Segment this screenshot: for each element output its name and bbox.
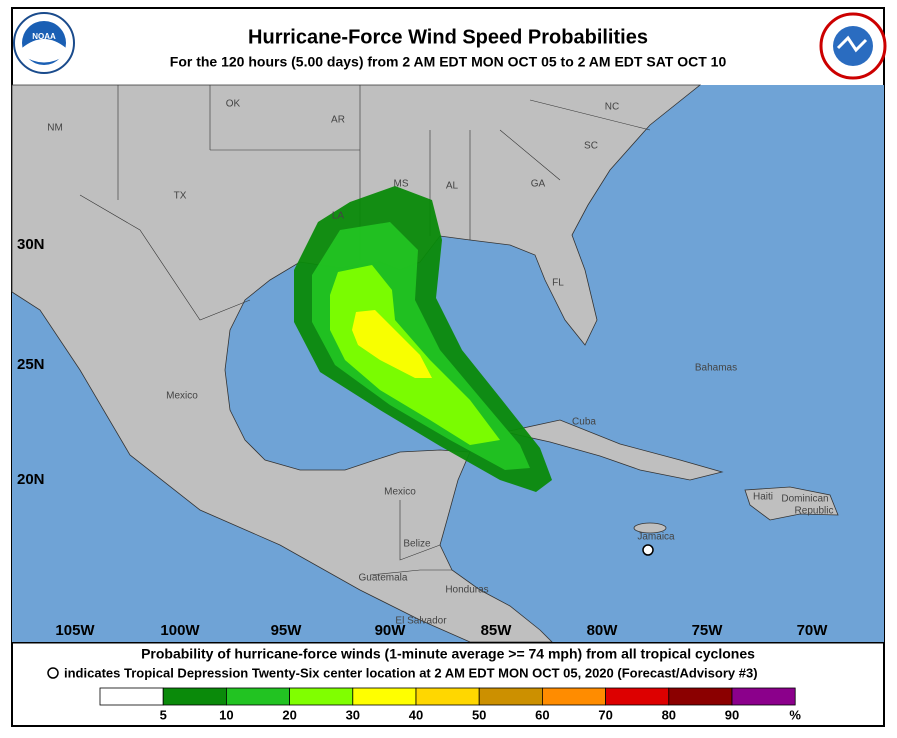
place-label: Belize bbox=[403, 539, 431, 550]
place-label: Guatemala bbox=[359, 573, 408, 584]
probability-swath bbox=[294, 186, 552, 492]
place-label: MS bbox=[394, 179, 409, 190]
noaa-text: NOAA bbox=[32, 32, 56, 41]
legend-unit: % bbox=[789, 707, 801, 722]
place-label: Haiti bbox=[753, 492, 773, 503]
lon-label: 90W bbox=[375, 622, 407, 639]
place-label: SC bbox=[584, 141, 598, 152]
jamaica bbox=[633, 522, 667, 534]
lon-label: 105W bbox=[55, 622, 95, 639]
legend-swatch bbox=[542, 687, 607, 706]
place-label: Jamaica bbox=[637, 532, 675, 543]
cuba bbox=[504, 419, 724, 481]
place-label: LA bbox=[332, 211, 345, 222]
legend-label: 30 bbox=[346, 707, 360, 722]
lon-label: 70W bbox=[797, 622, 829, 639]
legend-swatch bbox=[478, 687, 543, 706]
legend-label: 90 bbox=[725, 707, 739, 722]
place-label: TX bbox=[174, 191, 187, 202]
place-label: OK bbox=[226, 99, 241, 110]
legend-label: 60 bbox=[535, 707, 549, 722]
hispaniola bbox=[744, 486, 839, 521]
lat-label: 25N bbox=[17, 356, 45, 373]
place-label: NM bbox=[47, 123, 63, 134]
footer-line1: Probability of hurricane-force winds (1-… bbox=[141, 646, 755, 662]
place-label: NC bbox=[605, 102, 619, 113]
legend-swatch bbox=[352, 687, 417, 706]
legend-swatch bbox=[162, 687, 227, 706]
place-label: Cuba bbox=[572, 417, 596, 428]
place-label: Republic bbox=[795, 506, 834, 517]
place-label: Honduras bbox=[445, 585, 488, 596]
lat-label: 30N bbox=[17, 236, 45, 253]
place-label: AL bbox=[446, 181, 459, 192]
place-label: FL bbox=[552, 278, 564, 289]
noaa-logo: NOAA bbox=[13, 12, 75, 74]
nws-logo bbox=[819, 12, 887, 80]
legend-swatch bbox=[99, 687, 164, 706]
legend-label: 70 bbox=[598, 707, 612, 722]
borders bbox=[79, 85, 651, 576]
legend: 5 10 20 30 40 50 60 70 80 90% bbox=[99, 687, 801, 722]
place-label: Dominican bbox=[781, 494, 828, 505]
place-label: AR bbox=[331, 115, 345, 126]
land bbox=[11, 84, 702, 643]
place-label: Bahamas bbox=[695, 363, 737, 374]
lon-label: 75W bbox=[692, 622, 724, 639]
lat-label: 20N bbox=[17, 471, 45, 488]
storm-center bbox=[642, 544, 654, 556]
place-label: Mexico bbox=[384, 487, 416, 498]
place-label: GA bbox=[531, 179, 546, 190]
legend-label: 20 bbox=[282, 707, 296, 722]
legend-swatch bbox=[415, 687, 480, 706]
legend-swatch bbox=[605, 687, 670, 706]
lon-label: 80W bbox=[587, 622, 619, 639]
lon-label: 100W bbox=[160, 622, 200, 639]
lon-label: 95W bbox=[271, 622, 303, 639]
legend-label: 5 bbox=[160, 707, 167, 722]
lon-label: 85W bbox=[481, 622, 513, 639]
place-label: El Salvador bbox=[395, 616, 447, 627]
legend-label: 40 bbox=[409, 707, 423, 722]
swath-band bbox=[352, 310, 432, 378]
separator bbox=[12, 642, 884, 644]
legend-label: 50 bbox=[472, 707, 486, 722]
footer-line2: indicates Tropical Depression Twenty-Six… bbox=[64, 665, 758, 680]
legend-swatch bbox=[731, 687, 796, 706]
legend-label: 10 bbox=[219, 707, 233, 722]
subtitle: For the 120 hours (5.00 days) from 2 AM … bbox=[170, 54, 727, 70]
legend-swatch bbox=[225, 687, 290, 706]
place-label: Mexico bbox=[166, 391, 198, 402]
legend-swatch bbox=[289, 687, 354, 706]
map: NM OK AR NC SC TX MS AL GA LA FL Bahamas Mexico Cuba M… bbox=[11, 84, 884, 643]
legend-swatch bbox=[668, 687, 733, 706]
title: Hurricane-Force Wind Speed Probabilities bbox=[248, 26, 648, 48]
center-marker-key bbox=[47, 667, 59, 679]
legend-label: 80 bbox=[662, 707, 676, 722]
